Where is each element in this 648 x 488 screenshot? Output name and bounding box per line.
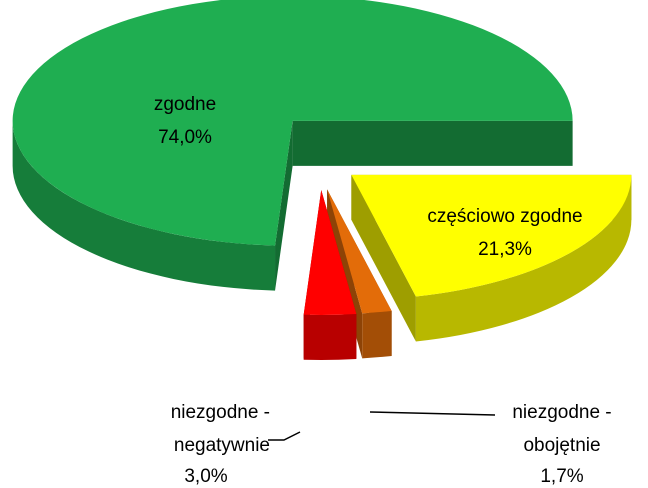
- slice-side: [351, 174, 416, 342]
- leader-line: [268, 431, 301, 441]
- category-label: zgodne: [153, 94, 217, 115]
- slice-side: [292, 120, 573, 166]
- slice-label: niezgodne - obojętnie 1,7%: [498, 396, 626, 488]
- slice-side: [303, 313, 357, 360]
- value-label: 3,0%: [184, 466, 228, 487]
- slice: [303, 189, 357, 315]
- category-label: niezgodne - negatywnie: [170, 402, 270, 456]
- value-label: 21,3%: [478, 239, 532, 260]
- slice: [327, 189, 392, 314]
- slice-side: [12, 120, 276, 291]
- slice-label: częściowo zgodne 21,3%: [410, 200, 600, 266]
- value-label: 74,0%: [158, 127, 212, 148]
- category-label: niezgodne - obojętnie: [512, 402, 612, 456]
- category-label: częściowo zgodne: [427, 206, 583, 227]
- slice: [351, 174, 632, 297]
- slice-label: niezgodne - negatywnie 3,0%: [115, 396, 270, 488]
- slice-side: [415, 174, 632, 342]
- slice-side: [362, 310, 392, 359]
- value-label: 1,7%: [540, 466, 584, 487]
- slice-side: [275, 120, 293, 291]
- slice: [12, 0, 573, 246]
- leader-line: [369, 411, 496, 416]
- slice-label: zgodne 74,0%: [115, 88, 255, 154]
